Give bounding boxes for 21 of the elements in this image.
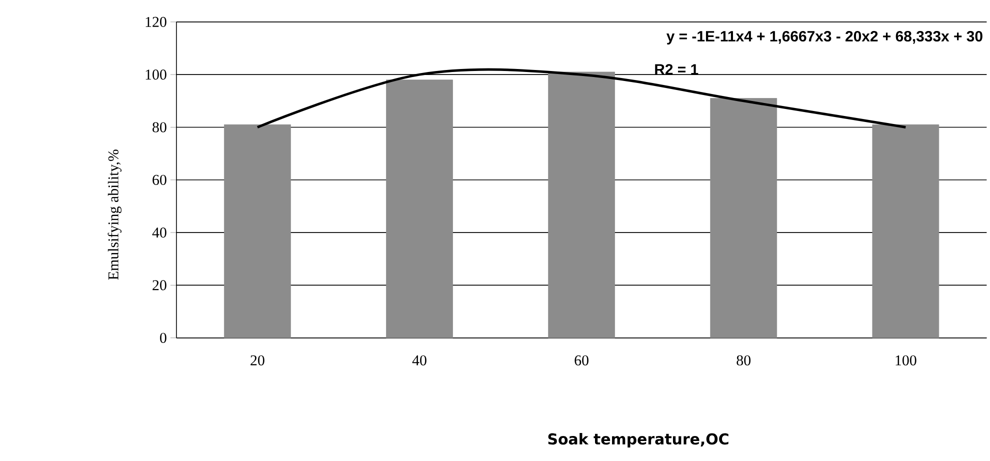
x-tick-label: 60	[574, 355, 588, 366]
y-tick-label: 60	[152, 174, 166, 185]
x-tick-label: 40	[412, 355, 426, 366]
x-tick-label: 80	[736, 355, 751, 366]
y-axis-title: Emulsifying ability,%	[108, 149, 122, 280]
y-tick-label: 0	[160, 332, 166, 343]
bar	[386, 79, 453, 338]
y-tick-label: 80	[152, 122, 166, 132]
x-tick-label: 20	[250, 355, 264, 366]
annotation: R2 = 1	[655, 64, 698, 74]
bar	[872, 124, 940, 338]
y-tick-label: 20	[152, 280, 166, 290]
bar	[224, 124, 291, 338]
annotation: y = -1E-11x4 + 1,6667x3 - 20x2 + 68,333x + 30	[666, 30, 982, 44]
bar	[548, 72, 615, 338]
y-tick-label: 40	[152, 227, 166, 238]
x-tick-label: 100	[896, 355, 916, 366]
y-tick-label: 100	[146, 69, 166, 80]
x-axis-title: Soak temperature,OC	[548, 432, 728, 448]
bar	[710, 98, 778, 338]
y-tick-label: 120	[146, 16, 166, 27]
